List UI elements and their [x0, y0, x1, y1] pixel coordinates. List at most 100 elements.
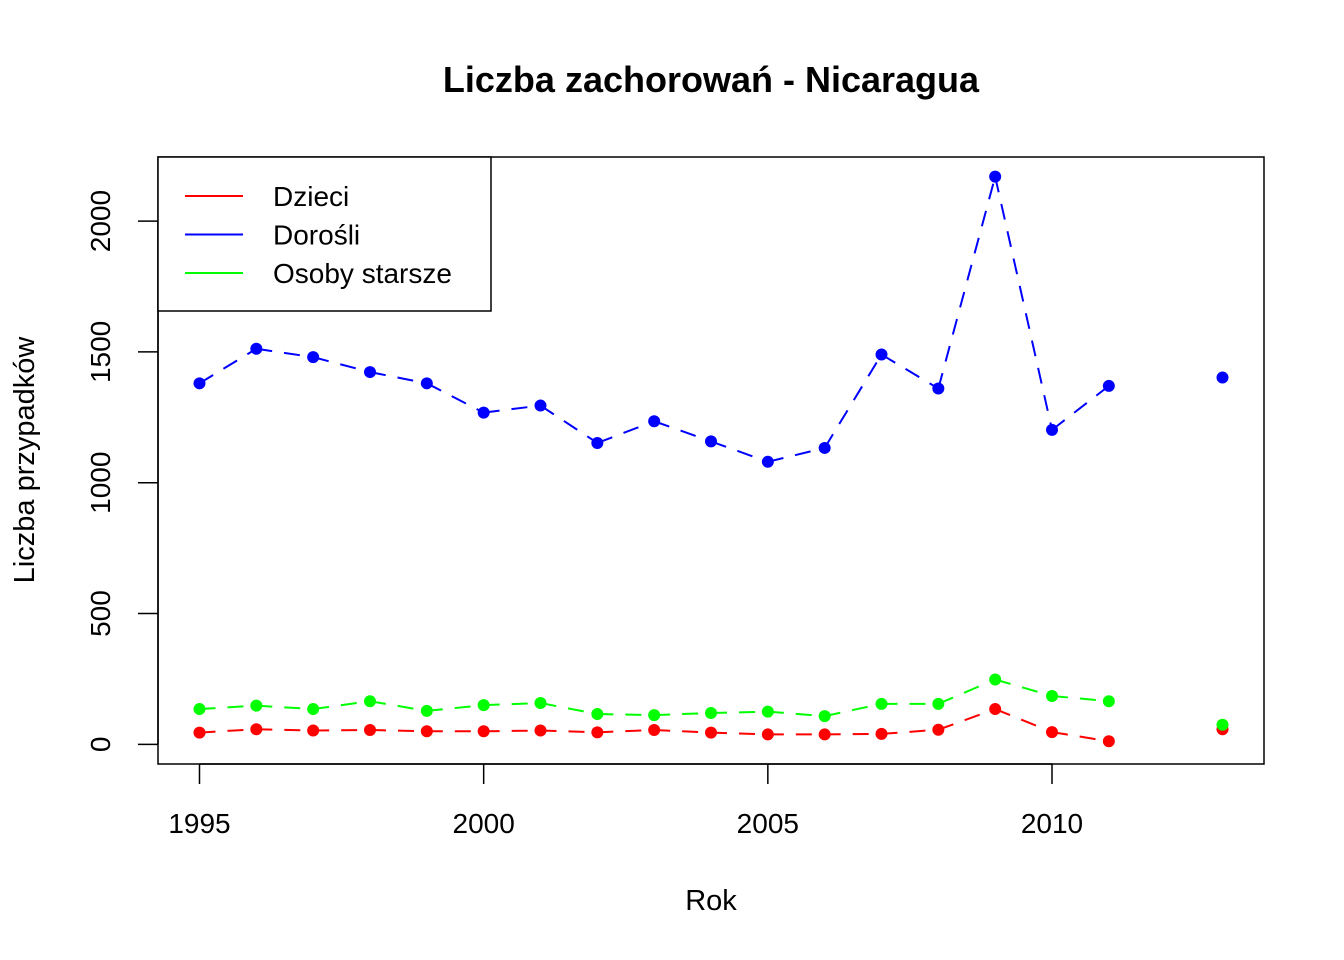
series-segment — [823, 354, 883, 449]
legend-item: Dzieci — [185, 181, 349, 212]
series-segment — [540, 729, 598, 734]
legend-item: Osoby starsze — [185, 258, 452, 289]
data-point — [705, 706, 717, 719]
series-segment — [199, 728, 257, 734]
data-point — [591, 726, 604, 739]
data-point — [875, 727, 888, 740]
data-point — [250, 342, 263, 355]
y-tick-label: 500 — [85, 590, 116, 637]
series-segment — [539, 404, 598, 444]
series-segment — [767, 446, 825, 463]
x-tick-label: 2000 — [453, 808, 515, 839]
series-segment — [483, 702, 541, 707]
data-point — [705, 435, 717, 448]
series-segment — [937, 708, 996, 731]
data-point — [363, 695, 376, 708]
data-point — [1046, 726, 1059, 739]
series-segment — [540, 702, 598, 716]
y-axis-label: Liczba przypadków — [9, 336, 41, 584]
legend-label: Dorośli — [273, 220, 360, 251]
data-point — [363, 366, 376, 379]
y-tick-label: 2000 — [85, 190, 116, 252]
x-axis: 1995 2000 2005 2010 — [168, 763, 1083, 839]
series-segment — [994, 176, 1053, 431]
x-tick-label: 2005 — [737, 808, 799, 839]
data-point — [989, 170, 1002, 183]
series-segment — [313, 728, 371, 732]
data-point — [1102, 379, 1115, 392]
y-tick-label: 1000 — [85, 452, 116, 514]
data-point — [307, 351, 320, 364]
series-2 — [193, 170, 1229, 468]
data-point — [875, 697, 888, 710]
series-segment — [881, 728, 939, 735]
series-segment — [824, 732, 882, 736]
series-segment — [369, 371, 428, 385]
data-point — [534, 399, 547, 412]
data-point — [477, 699, 490, 712]
series-1 — [193, 703, 1229, 748]
data-point — [420, 377, 433, 390]
series-segment — [653, 420, 712, 443]
chart-title: Liczba zachorowań - Nicaragua — [443, 59, 980, 100]
legend: Dzieci Dorośli Osoby starsze — [157, 156, 492, 312]
data-point — [648, 723, 661, 736]
data-point — [648, 415, 661, 428]
series-segment — [426, 382, 485, 414]
data-point — [989, 703, 1002, 716]
series-segment — [994, 708, 1053, 734]
series-segment — [710, 731, 768, 736]
data-point — [705, 726, 717, 739]
data-point — [989, 673, 1002, 686]
series-segment — [426, 704, 484, 712]
x-tick-label: 2010 — [1021, 808, 1083, 839]
legend-label: Osoby starsze — [273, 258, 452, 289]
series-segment — [994, 678, 1053, 697]
data-point — [307, 724, 320, 737]
data-point — [932, 697, 945, 710]
data-point — [1102, 695, 1115, 708]
data-point — [761, 705, 774, 718]
legend-item: Dorośli — [185, 220, 360, 251]
y-axis: 0 500 1000 1500 2000 — [85, 190, 159, 752]
series-segment — [880, 353, 939, 390]
series-segment — [198, 347, 257, 385]
series-segment — [937, 678, 996, 705]
series-segment — [597, 713, 655, 717]
series-segment — [312, 356, 371, 374]
data-point — [420, 704, 433, 717]
series-3 — [193, 673, 1229, 731]
y-tick-label: 1500 — [85, 321, 116, 383]
data-point — [1046, 689, 1059, 702]
series-segment — [710, 440, 769, 463]
x-axis-label: Rok — [685, 885, 737, 917]
data-point — [193, 703, 206, 716]
data-point — [250, 723, 263, 736]
data-point — [477, 406, 490, 419]
series-segment — [369, 728, 427, 733]
data-point — [1046, 423, 1059, 436]
series-segment — [1051, 694, 1109, 703]
data-point — [534, 697, 547, 710]
series-segment — [1051, 385, 1110, 431]
series-segment — [654, 711, 712, 717]
data-point — [932, 382, 945, 395]
data-point — [193, 377, 206, 390]
series-segment — [824, 702, 882, 718]
data-point — [420, 725, 433, 738]
data-point — [250, 699, 263, 712]
series-segment — [654, 728, 712, 734]
data-point — [818, 441, 831, 454]
series-segment — [256, 728, 314, 732]
data-point — [648, 709, 661, 722]
series-segment — [767, 710, 825, 718]
data-point — [193, 726, 206, 739]
data-point — [761, 728, 774, 741]
series-segment — [937, 176, 997, 389]
data-point — [1216, 718, 1229, 731]
series-segment — [483, 404, 541, 414]
series-segment — [483, 729, 541, 733]
data-point — [363, 723, 376, 736]
legend-label: Dzieci — [273, 181, 349, 212]
data-point — [818, 728, 831, 741]
